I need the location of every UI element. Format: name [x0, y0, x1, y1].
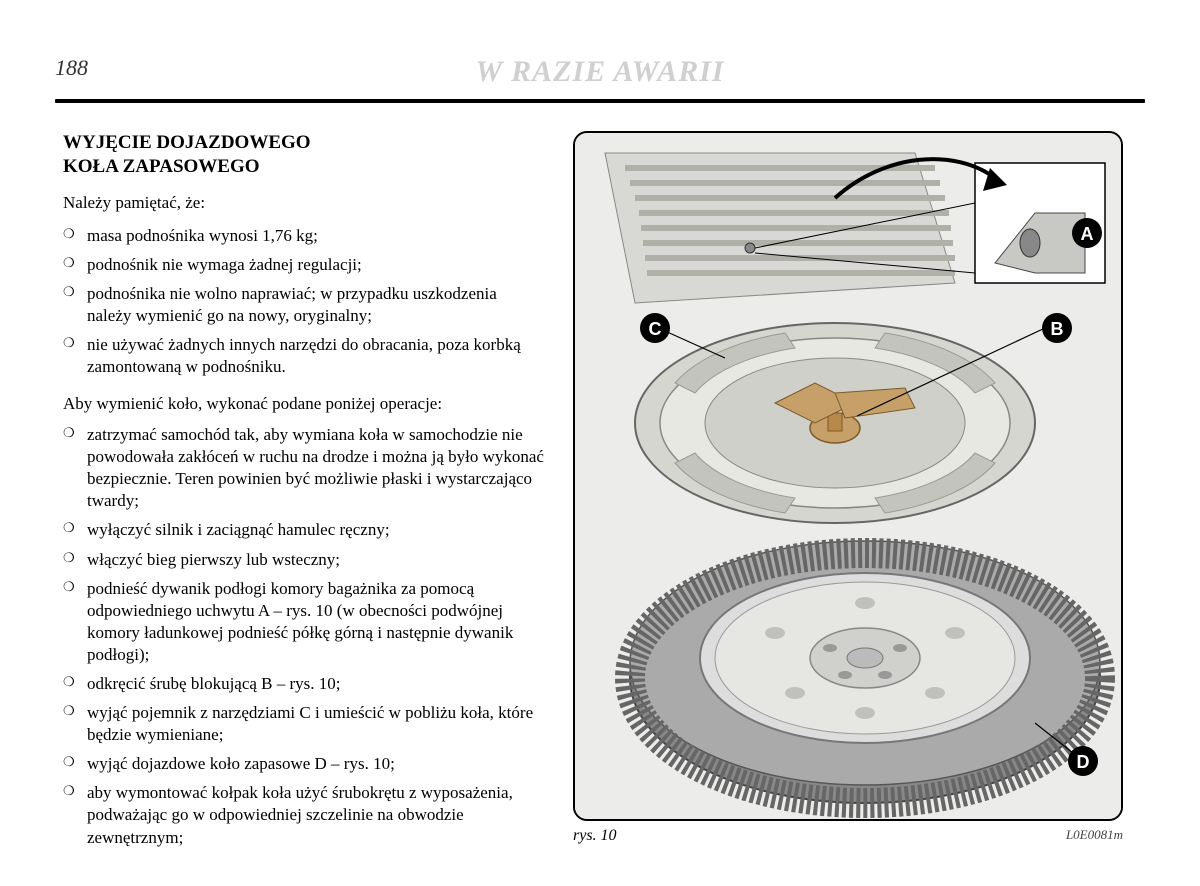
figure-label-a: A [1081, 224, 1094, 244]
list-item: masa podnośnika wynosi 1,76 kg; [63, 225, 545, 247]
list-item: włączyć bieg pierwszy lub wsteczny; [63, 549, 545, 571]
list-item: podnośnik nie wymaga żadnej regulacji; [63, 254, 545, 276]
list-item: wyjąć pojemnik z narzędziami C i umieści… [63, 702, 545, 746]
figure-code: L0E0081m [1066, 827, 1123, 845]
figure-label-d: D [1077, 752, 1090, 772]
intro-text-2: Aby wymienić koło, wykonać podane poniże… [63, 394, 545, 414]
list-item: wyjąć dojazdowe koło zapasowe D – rys. 1… [63, 753, 545, 775]
chapter-title: W RAZIE AWARII [475, 55, 724, 89]
page-number: 188 [55, 55, 88, 81]
section-title: WYJĘCIE DOJAZDOWEGO KOŁA ZAPASOWEGO [63, 131, 545, 179]
figure-10: A B C D [573, 131, 1123, 821]
figure-caption: rys. 10 [573, 827, 617, 845]
list-item: zatrzymać samochód tak, aby wymiana koła… [63, 424, 545, 512]
list-1: masa podnośnika wynosi 1,76 kg; podnośni… [63, 225, 545, 379]
list-item: podnośnika nie wolno naprawiać; w przypa… [63, 283, 545, 327]
header-divider [55, 99, 1145, 103]
list-item: nie używać żadnych innych narzędzi do ob… [63, 334, 545, 378]
intro-text-1: Należy pamiętać, że: [63, 193, 545, 213]
list-item: aby wymontować kołpak koła użyć śrubokrę… [63, 782, 545, 848]
list-item: odkręcić śrubę blokującą B – rys. 10; [63, 673, 545, 695]
figure-label-b: B [1051, 319, 1064, 339]
list-2: zatrzymać samochód tak, aby wymiana koła… [63, 424, 545, 849]
list-item: wyłączyć silnik i zaciągnąć hamulec ręcz… [63, 519, 545, 541]
list-item: podnieść dywanik podłogi komory bagażnik… [63, 578, 545, 666]
figure-label-c: C [649, 319, 662, 339]
